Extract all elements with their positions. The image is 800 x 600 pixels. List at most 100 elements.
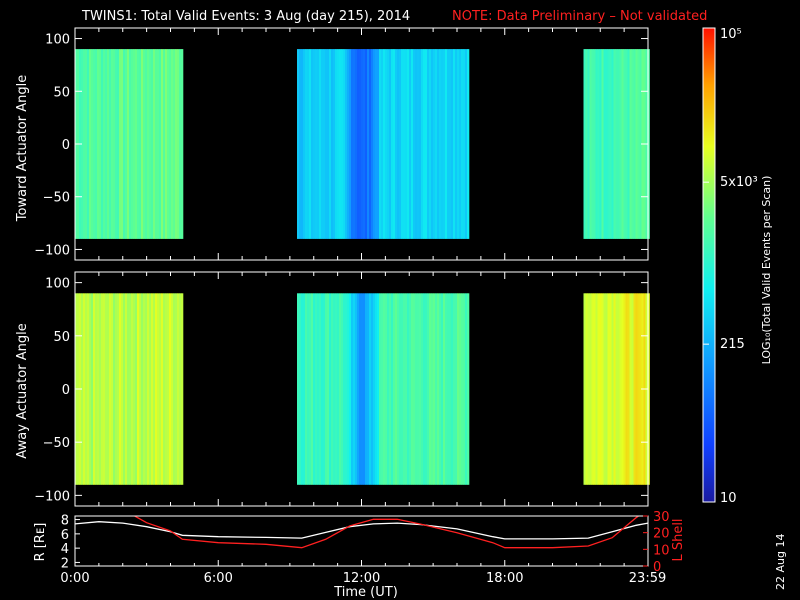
heatmap-column [401,49,404,239]
heatmap-column [127,293,130,485]
heatmap-column [349,293,352,485]
heatmap-column [95,49,98,239]
colorbar-tick-label: 10 [720,491,737,506]
heatmap-column [303,49,306,239]
heatmap-column [361,49,364,239]
heatmap-column [625,293,628,485]
heatmap-column [429,293,432,485]
y-tick-label: −100 [34,489,70,504]
data-block [583,49,650,239]
heatmap-column [101,293,104,485]
heatmap-column [143,49,146,239]
heatmap-column [87,49,90,239]
heatmap-column [311,49,314,239]
x-tick-label: 18:00 [486,571,523,586]
heatmap-column [589,49,592,239]
heatmap-column [457,293,460,485]
heatmap-column [435,49,438,239]
heatmap-column [99,293,102,485]
heatmap-column [137,293,140,485]
heatmap-column [615,293,618,485]
heatmap-column [371,49,374,239]
heatmap-column [99,49,102,239]
heatmap-column [361,293,364,485]
heatmap-column [593,293,596,485]
heatmap-column [625,49,628,239]
heatmap-column [455,49,458,239]
heatmap-column [109,293,112,485]
heatmap-column [623,293,626,485]
heatmap-column [93,293,96,485]
heatmap-column [331,49,334,239]
heatmap-column [317,49,320,239]
heatmap-column [165,49,168,239]
data-block [297,293,470,485]
heatmap-column [599,49,602,239]
heatmap-column [97,49,100,239]
y-tick-label: −50 [43,191,70,206]
heatmap-column [367,293,370,485]
heatmap-column [395,49,398,239]
y-tick-label: −100 [34,243,70,258]
heatmap-column [373,293,376,485]
heatmap-column [605,293,608,485]
heatmap-column [583,293,586,485]
heatmap-column [109,49,112,239]
heatmap-column [169,293,172,485]
lshell-ylabel: L Shell [671,518,686,561]
heatmap-column [143,293,146,485]
heatmap-column [181,49,184,239]
heatmap-column [633,49,636,239]
heatmap-column [629,293,632,485]
heatmap-column [383,293,386,485]
heatmap-column [381,49,384,239]
heatmap-column [301,293,304,485]
heatmap-column [459,49,462,239]
heatmap-column [87,293,90,485]
heatmap-column [309,49,312,239]
heatmap-column [465,293,468,485]
heatmap-column [399,293,402,485]
heatmap-column [415,293,418,485]
heatmap-column [97,293,100,485]
heatmap-column [589,293,592,485]
heatmap-column [117,293,120,485]
lshell-tick-label: 20 [653,527,670,542]
data-block [297,49,470,239]
heatmap-column [345,293,348,485]
heatmap-column [597,49,600,239]
colorbar-tick-label: 10⁵ [720,27,742,42]
heatmap-column [141,49,144,239]
y-tick-label: 50 [53,85,70,100]
heatmap-column [593,49,596,239]
heatmap-column [357,49,360,239]
heatmap-column [389,49,392,239]
heatmap-column [117,49,120,239]
heatmap-column [621,49,624,239]
heatmap-column [591,49,594,239]
heatmap-column [463,49,466,239]
heatmap-column [305,49,308,239]
heatmap-column [447,293,450,485]
heatmap-column [427,49,430,239]
heatmap-column [335,49,338,239]
heatmap-column [123,293,126,485]
x-tick-label: 23:59 [629,571,666,586]
date-stamp: 22 Aug 14 [774,534,787,590]
heatmap-column [583,49,586,239]
data-block [75,49,184,239]
heatmap-column [627,49,630,239]
y-tick-label: 0 [62,383,70,398]
heatmap-column [463,293,466,485]
heatmap-column [329,293,332,485]
heatmap-column [81,49,84,239]
heatmap-column [387,293,390,485]
heatmap-column [107,49,110,239]
heatmap-column [169,49,172,239]
heatmap-column [407,293,410,485]
heatmap-column [385,293,388,485]
heatmap-column [133,49,136,239]
heatmap-column [421,49,424,239]
heatmap-column [121,49,124,239]
heatmap-column [437,293,440,485]
